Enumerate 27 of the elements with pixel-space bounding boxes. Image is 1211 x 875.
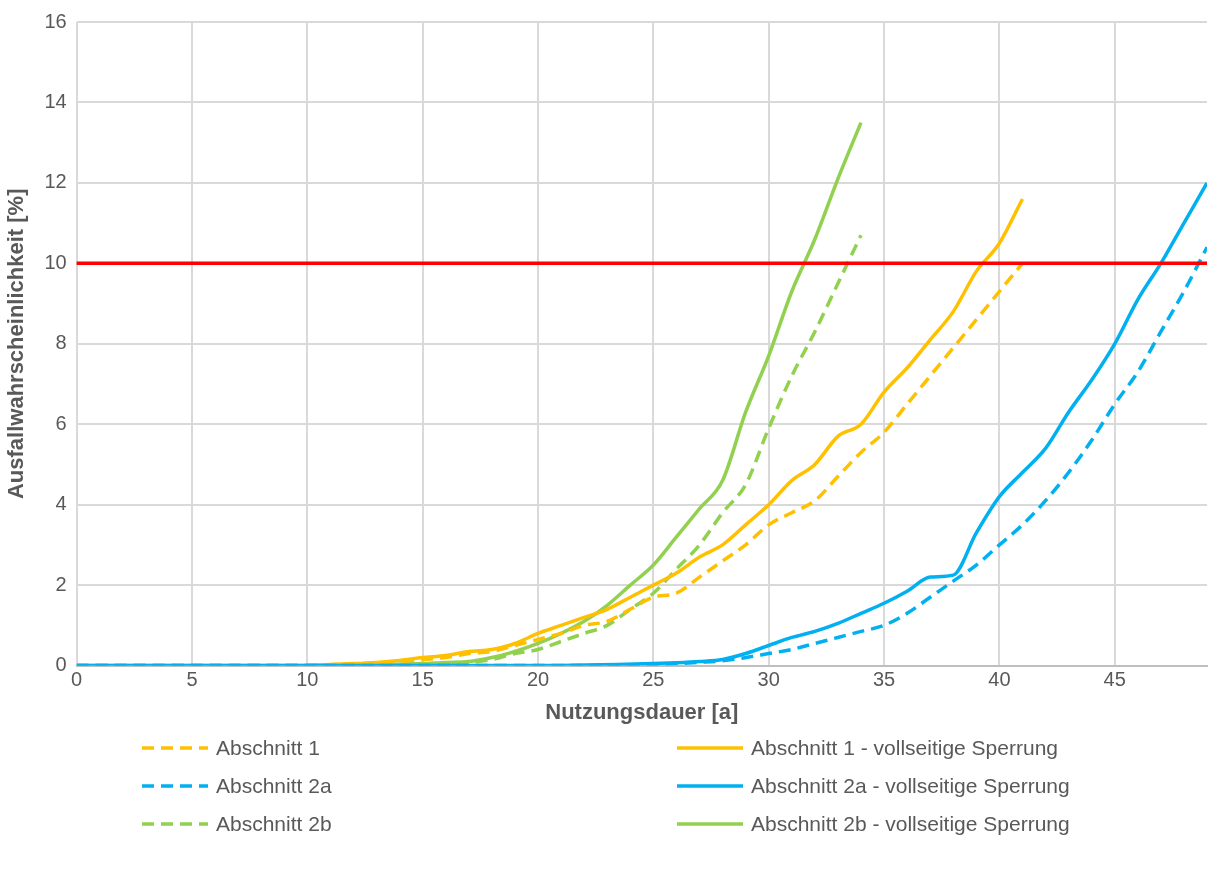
x-tick-label: 15 — [411, 668, 434, 691]
x-tick-label: 35 — [872, 668, 896, 691]
y-tick-label: 2 — [55, 572, 67, 595]
legend-label: Abschnitt 2b - vollseitige Sperrung — [751, 812, 1070, 836]
x-tick-label: 30 — [757, 668, 780, 691]
legend-label: Abschnitt 1 — [216, 736, 320, 760]
legend-label: Abschnitt 2b — [216, 812, 332, 836]
x-axis-title: Nutzungsdauer [a] — [545, 698, 739, 724]
y-tick-label: 14 — [44, 89, 67, 112]
y-tick-label: 6 — [55, 411, 67, 434]
legend-label: Abschnitt 2a - vollseitige Sperrung — [751, 774, 1070, 798]
x-tick-label: 45 — [1103, 668, 1126, 691]
y-axis-title: Ausfallwahrscheinlichkeit [%] — [3, 188, 29, 500]
y-tick-label: 12 — [44, 170, 67, 193]
y-tick-label: 8 — [55, 331, 67, 354]
legend-label: Abschnitt 2a — [216, 774, 332, 798]
x-tick-label: 5 — [186, 668, 198, 691]
y-tick-label: 0 — [55, 653, 67, 676]
x-tick-label: 20 — [526, 668, 550, 691]
legend-label: Abschnitt 1 - vollseitige Sperrung — [751, 736, 1058, 760]
y-tick-label: 10 — [44, 250, 67, 273]
y-tick-label: 4 — [55, 492, 67, 515]
x-tick-label: 10 — [296, 668, 319, 691]
x-tick-label: 40 — [988, 668, 1011, 691]
x-tick-label: 0 — [71, 668, 83, 691]
y-tick-label: 16 — [44, 9, 67, 32]
x-tick-label: 25 — [642, 668, 665, 691]
